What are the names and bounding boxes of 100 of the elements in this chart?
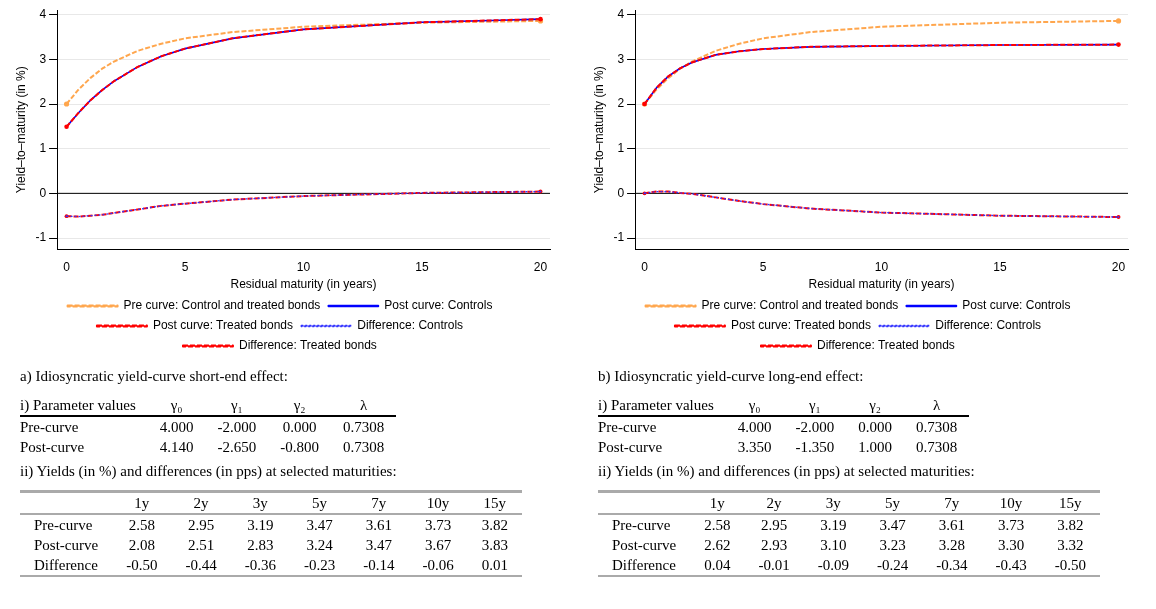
- category-label: 1y: [133, 494, 151, 513]
- text: 2.62: [704, 537, 731, 553]
- text: -2.650: [217, 439, 257, 455]
- text: -0.09: [817, 557, 849, 573]
- category-label: 3y: [251, 494, 269, 513]
- category-label: 10y: [998, 494, 1024, 513]
- category-label: 7y: [370, 494, 388, 513]
- text: 3.82: [481, 517, 508, 533]
- category-label: Pre-curve: [34, 517, 93, 533]
- y-tick-label: 4: [39, 6, 47, 21]
- x-tick-label: 10: [296, 259, 311, 274]
- category-label: 5y: [311, 494, 329, 513]
- text: 3.19: [247, 517, 274, 533]
- y-tick-label: -1: [35, 230, 47, 245]
- legend-label: Post curve: Controls: [384, 298, 493, 313]
- category-label: Pre-curve: [612, 517, 671, 533]
- y-tick-label: 3: [39, 51, 47, 66]
- text: 3.67: [424, 537, 452, 553]
- text: ii) Yields (in %) and differences (in pps) at selected maturities:: [20, 463, 398, 480]
- category-label: i) Parameter values: [598, 396, 715, 415]
- text: 3.19: [820, 517, 847, 533]
- text: 1.000: [858, 439, 893, 455]
- text: 3.350: [737, 439, 772, 455]
- category-label: Pre-curve: [20, 419, 79, 435]
- legend-label: Pre curve: Control and treated bonds: [123, 298, 321, 313]
- legend-label: Post curve: Treated bonds: [730, 318, 872, 333]
- x-tick-label: 10: [874, 259, 889, 274]
- y-tick-label: 0: [617, 185, 625, 200]
- text: -0.06: [422, 557, 454, 573]
- text: 2.95: [760, 517, 788, 533]
- y-tick-label: 3: [617, 51, 625, 66]
- text: 3.73: [997, 517, 1025, 533]
- text: 2.95: [187, 517, 215, 533]
- category-label: 1y: [708, 494, 726, 513]
- text: 3.24: [306, 537, 333, 553]
- y-tick-label: 4: [617, 6, 625, 21]
- category-label: 10y: [425, 494, 451, 513]
- text: 0.7308: [343, 419, 385, 435]
- x-tick-label: 0: [641, 259, 649, 274]
- x-tick-label: 5: [181, 259, 189, 274]
- category-label: γ₀: [747, 396, 762, 415]
- category-label: i) Parameter values: [20, 396, 137, 415]
- category-label: 15y: [482, 494, 508, 513]
- text: -0.50: [1054, 557, 1086, 573]
- text: 3.28: [938, 537, 965, 553]
- text: 2.08: [128, 537, 155, 553]
- y-tick-label: 0: [39, 185, 47, 200]
- text: 3.32: [1057, 537, 1084, 553]
- text: -0.50: [126, 557, 158, 573]
- category-label: Post-curve: [34, 537, 99, 553]
- text: 3.47: [879, 517, 906, 533]
- text: -0.24: [876, 557, 909, 573]
- text: -0.34: [936, 557, 968, 573]
- text: 3.10: [820, 537, 847, 553]
- x-tick-label: 15: [993, 259, 1008, 274]
- text: -0.43: [995, 557, 1027, 573]
- text: -0.23: [303, 557, 336, 573]
- category-label: 5y: [884, 494, 902, 513]
- text: 2.93: [760, 537, 788, 553]
- text: 4.140: [159, 439, 194, 455]
- text: 3.23: [879, 537, 906, 553]
- category-label: γ₂: [292, 396, 307, 415]
- y-tick-label: -1: [613, 230, 625, 245]
- x-tick-label: 15: [415, 259, 430, 274]
- y-axis-title: Yield–to–maturity (in %): [591, 66, 606, 194]
- category-label: λ: [359, 396, 369, 415]
- text: 4.000: [159, 419, 194, 435]
- category-label: γ₁: [807, 396, 822, 415]
- text: -1.350: [795, 439, 835, 455]
- text: -0.14: [363, 557, 395, 573]
- legend-label: Difference: Controls: [357, 318, 464, 333]
- text: 0.7308: [916, 439, 958, 455]
- text: -0.36: [244, 557, 276, 573]
- text: 0.000: [282, 419, 317, 435]
- y-tick-label: 2: [617, 96, 625, 111]
- text: -0.01: [758, 557, 790, 573]
- x-tick-label: 5: [759, 259, 767, 274]
- legend-label: Difference: Treated bonds: [238, 338, 377, 353]
- category-label: 2y: [765, 494, 783, 513]
- y-tick-label: 1: [39, 141, 47, 155]
- category-label: γ₂: [868, 396, 883, 415]
- y-tick-label: 1: [617, 141, 625, 155]
- text: b) Idiosyncratic yield-curve long-end effect:: [598, 368, 865, 385]
- text: 2.51: [187, 537, 215, 553]
- text: -2.000: [795, 419, 835, 435]
- legend-label: Pre curve: Control and treated bonds: [701, 298, 899, 313]
- category-label: Post-curve: [612, 537, 677, 553]
- category-label: γ₁: [229, 396, 244, 415]
- text: 3.47: [306, 517, 333, 533]
- category-label: Difference: [612, 557, 676, 573]
- text: 3.73: [424, 517, 452, 533]
- text: 0.01: [481, 557, 508, 573]
- text: 0.7308: [916, 419, 958, 435]
- y-tick-label: 2: [39, 96, 47, 111]
- text: 2.58: [704, 517, 731, 533]
- legend-label: Difference: Treated bonds: [816, 338, 955, 353]
- text: 3.61: [365, 517, 392, 533]
- category-label: λ: [932, 396, 942, 415]
- text: 3.83: [481, 537, 508, 553]
- text: -0.44: [185, 557, 217, 573]
